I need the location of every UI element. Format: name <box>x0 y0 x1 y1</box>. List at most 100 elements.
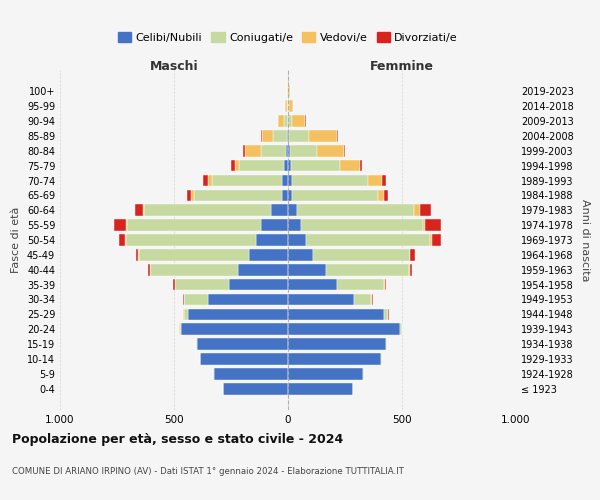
Bar <box>143 204 145 216</box>
Bar <box>313 249 410 260</box>
Bar <box>187 190 191 201</box>
Bar <box>285 100 287 112</box>
Y-axis label: Fasce di età: Fasce di età <box>11 207 21 273</box>
Bar <box>432 234 440 246</box>
Bar <box>148 264 149 276</box>
Y-axis label: Anni di nascita: Anni di nascita <box>580 198 590 281</box>
Bar <box>288 383 353 394</box>
Bar <box>288 279 337 290</box>
Bar <box>135 204 143 216</box>
Bar <box>414 204 421 216</box>
Bar <box>301 220 423 231</box>
Bar <box>260 220 288 231</box>
Bar <box>288 174 292 186</box>
Bar <box>382 174 386 186</box>
Bar <box>384 190 388 201</box>
Bar <box>410 264 412 276</box>
Text: COMUNE DI ARIANO IRPINO (AV) - Dati ISTAT 1° gennaio 2024 - Elaborazione TUTTITA: COMUNE DI ARIANO IRPINO (AV) - Dati ISTA… <box>12 468 404 476</box>
Bar <box>410 249 415 260</box>
Bar <box>296 204 414 216</box>
Bar <box>306 234 430 246</box>
Bar <box>288 115 292 127</box>
Bar <box>288 264 326 276</box>
Bar <box>288 145 290 156</box>
Bar <box>430 234 432 246</box>
Bar <box>273 130 287 141</box>
Bar <box>150 264 238 276</box>
Bar <box>287 100 288 112</box>
Bar <box>139 249 249 260</box>
Bar <box>181 324 288 335</box>
Bar <box>288 100 289 112</box>
Bar <box>200 353 288 365</box>
Bar <box>115 220 127 231</box>
Bar <box>326 264 409 276</box>
Bar <box>126 234 256 246</box>
Bar <box>196 338 197 350</box>
Bar <box>249 249 288 260</box>
Bar <box>386 338 387 350</box>
Bar <box>340 160 360 172</box>
Bar <box>384 279 385 290</box>
Bar <box>288 130 289 141</box>
Bar <box>208 174 212 186</box>
Bar <box>286 145 288 156</box>
Bar <box>271 204 288 216</box>
Bar <box>409 264 410 276</box>
Bar <box>281 190 288 201</box>
Bar <box>377 190 384 201</box>
Bar <box>173 279 175 290</box>
Bar <box>197 338 288 350</box>
Bar <box>136 249 138 260</box>
Bar <box>385 279 386 290</box>
Bar <box>184 308 188 320</box>
Bar <box>287 130 288 141</box>
Bar <box>288 338 386 350</box>
Bar <box>288 308 384 320</box>
Bar <box>291 160 340 172</box>
Bar <box>284 115 287 127</box>
Bar <box>309 130 337 141</box>
Bar <box>288 353 382 365</box>
Bar <box>423 220 425 231</box>
Bar <box>256 234 288 246</box>
Bar <box>292 115 305 127</box>
Bar <box>337 279 384 290</box>
Text: Maschi: Maschi <box>149 60 199 74</box>
Bar <box>288 294 354 306</box>
Text: Popolazione per età, sesso e stato civile - 2024: Popolazione per età, sesso e stato civil… <box>12 432 343 446</box>
Bar <box>288 249 313 260</box>
Bar <box>191 190 194 201</box>
Bar <box>239 160 284 172</box>
Bar <box>292 190 377 201</box>
Bar <box>119 234 125 246</box>
Legend: Celibi/Nubili, Coniugati/e, Vedovi/e, Divorziati/e: Celibi/Nubili, Coniugati/e, Vedovi/e, Di… <box>113 28 463 48</box>
Bar <box>281 174 288 186</box>
Bar <box>245 145 260 156</box>
Bar <box>235 160 239 172</box>
Bar <box>371 294 373 306</box>
Bar <box>289 86 290 97</box>
Bar <box>278 115 284 127</box>
Bar <box>138 249 139 260</box>
Bar <box>289 100 293 112</box>
Bar <box>194 190 281 201</box>
Bar <box>368 174 382 186</box>
Bar <box>145 204 271 216</box>
Bar <box>260 130 262 141</box>
Bar <box>288 220 301 231</box>
Bar <box>288 160 291 172</box>
Bar <box>288 368 363 380</box>
Bar <box>289 130 309 141</box>
Bar <box>231 160 235 172</box>
Bar <box>360 160 362 172</box>
Bar <box>238 264 288 276</box>
Bar <box>212 174 281 186</box>
Bar <box>354 294 371 306</box>
Bar <box>188 308 288 320</box>
Bar <box>208 294 288 306</box>
Bar <box>125 234 126 246</box>
Bar <box>317 145 344 156</box>
Bar <box>421 204 431 216</box>
Bar <box>203 174 208 186</box>
